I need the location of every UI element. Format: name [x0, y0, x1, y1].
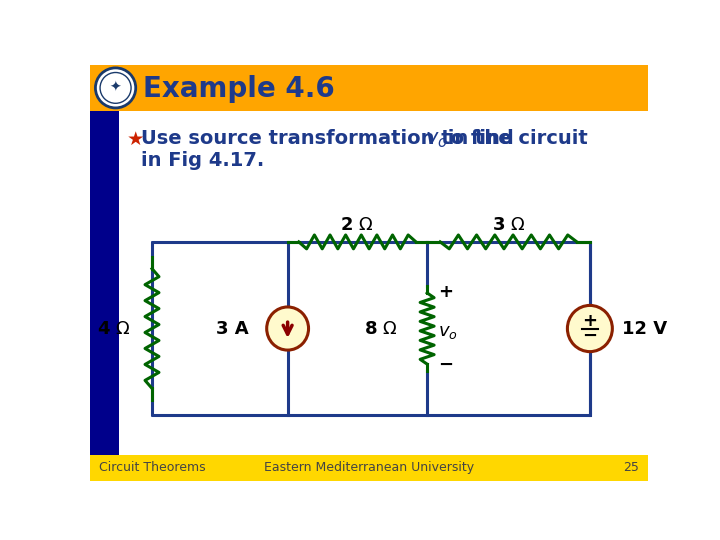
Text: 12 V: 12 V — [622, 320, 667, 338]
Text: Use source transformation to find: Use source transformation to find — [141, 130, 521, 148]
Text: Eastern Mediterranean University: Eastern Mediterranean University — [264, 461, 474, 474]
Text: ✦: ✦ — [109, 81, 122, 95]
Text: 8 $\Omega$: 8 $\Omega$ — [364, 320, 397, 338]
Text: 3 $\Omega$: 3 $\Omega$ — [492, 216, 526, 234]
Bar — [90, 65, 648, 111]
Text: −: − — [438, 356, 453, 374]
Bar — [90, 111, 120, 455]
Circle shape — [100, 72, 131, 103]
Text: 2 $\Omega$: 2 $\Omega$ — [341, 216, 374, 234]
Ellipse shape — [266, 307, 309, 350]
Text: ★: ★ — [127, 130, 145, 148]
Text: −: − — [582, 327, 598, 345]
Text: in Fig 4.17.: in Fig 4.17. — [141, 151, 264, 170]
Text: in the circuit: in the circuit — [441, 130, 588, 148]
Text: $v_o$: $v_o$ — [425, 130, 447, 150]
Text: Example 4.6: Example 4.6 — [143, 75, 335, 103]
Circle shape — [96, 68, 136, 108]
Text: Circuit Theorems: Circuit Theorems — [99, 461, 206, 474]
Ellipse shape — [567, 306, 612, 352]
Text: $v_o$: $v_o$ — [438, 323, 458, 341]
Text: +: + — [438, 284, 453, 301]
Text: 25: 25 — [623, 461, 639, 474]
Text: 4 $\Omega$: 4 $\Omega$ — [96, 320, 130, 338]
Bar — [90, 455, 648, 481]
Text: +: + — [582, 312, 598, 330]
Text: 3 A: 3 A — [216, 320, 249, 338]
